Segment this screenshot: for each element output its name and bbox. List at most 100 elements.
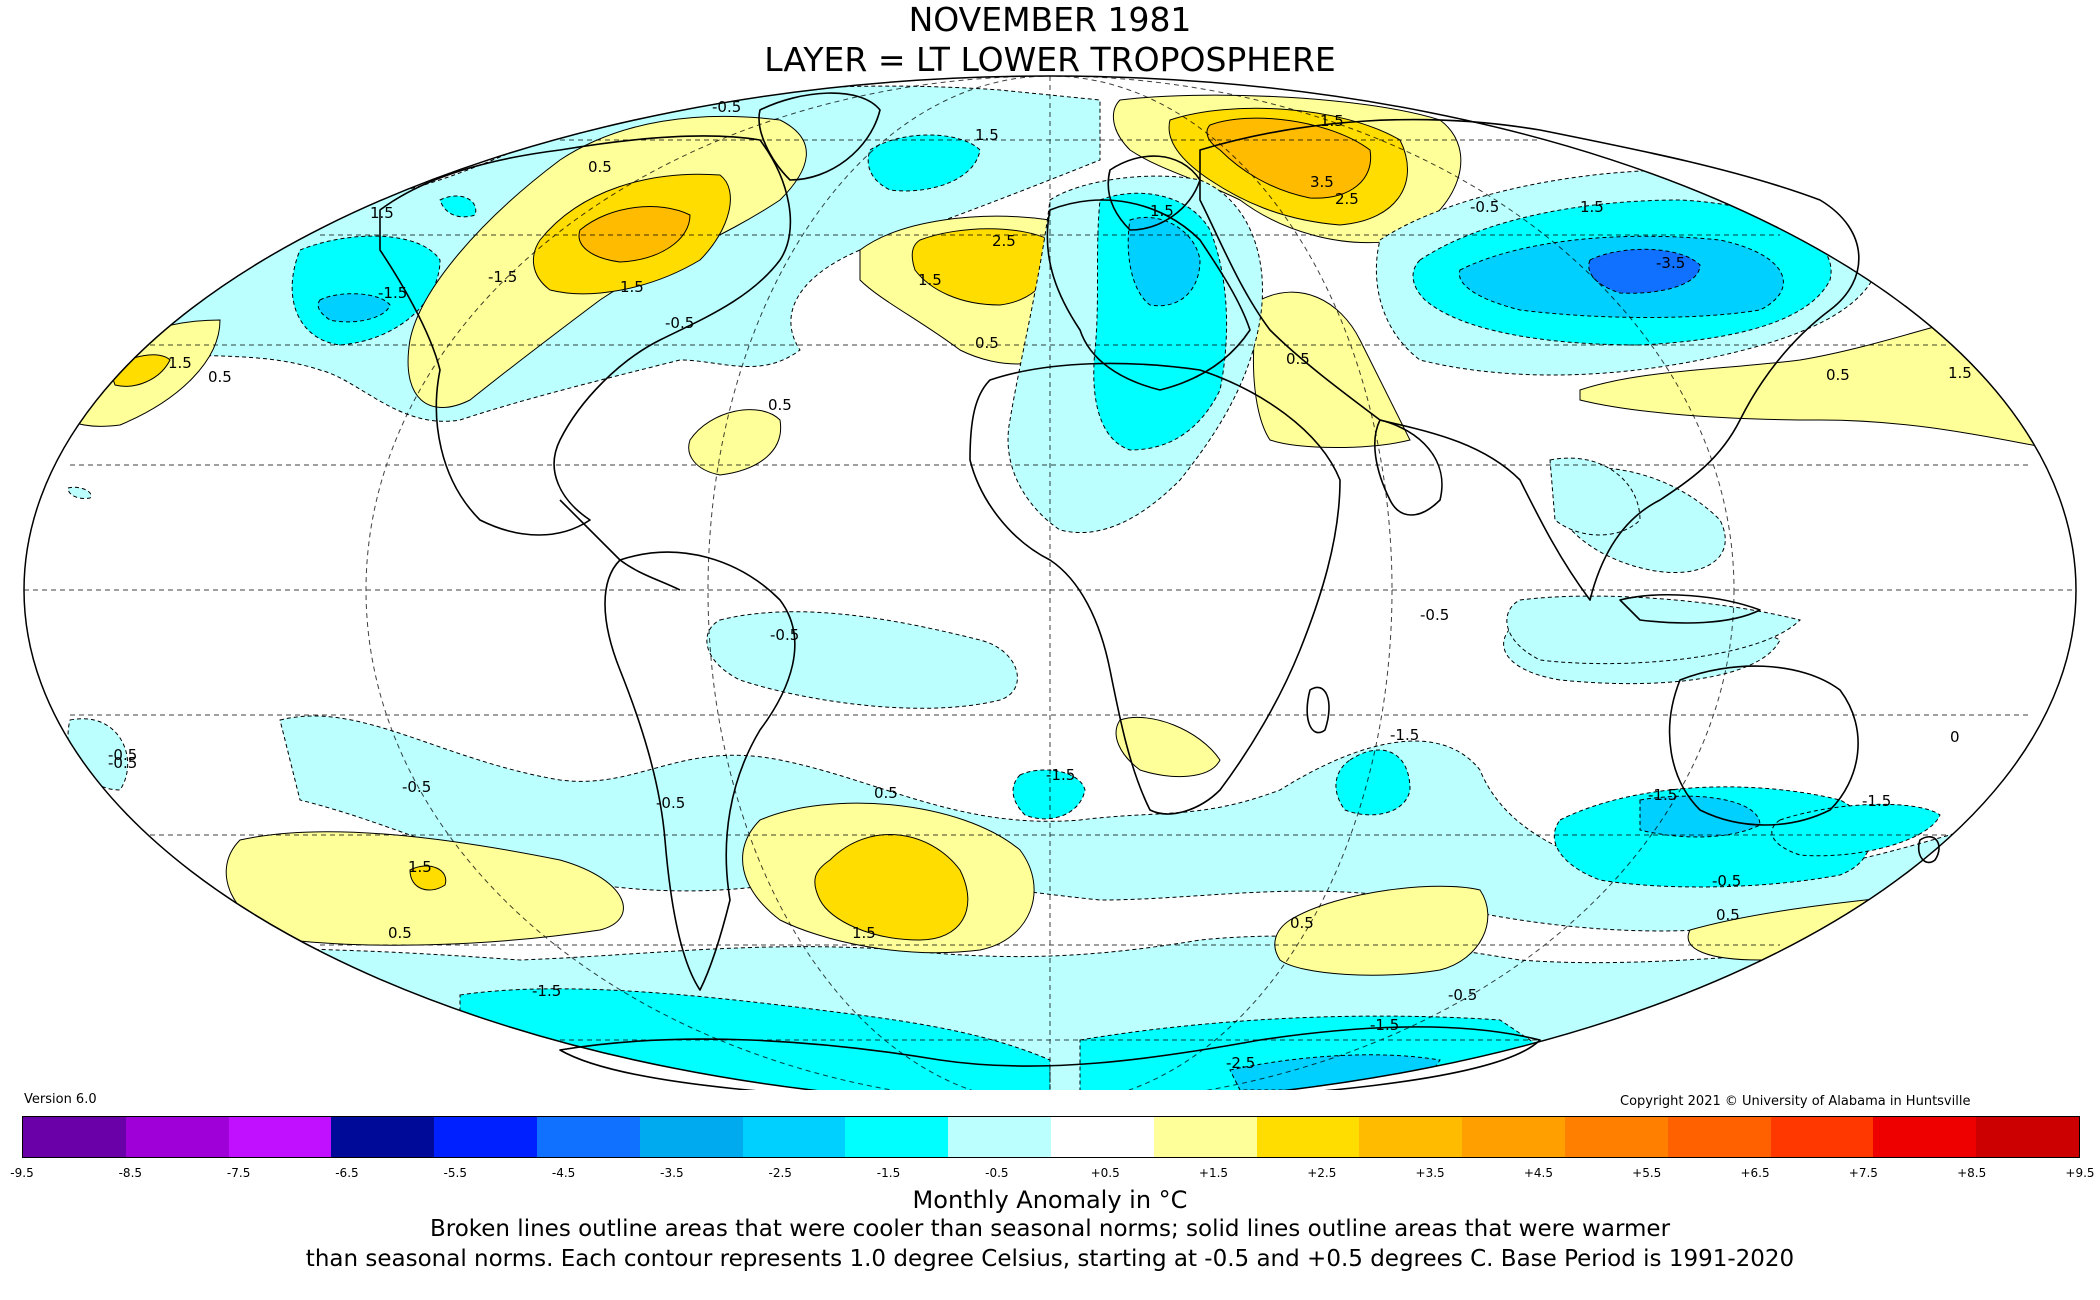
colorbar-tick-label: +0.5 <box>1090 1166 1120 1180</box>
outline-antarctica <box>559 1026 1541 1090</box>
contour-label: 0.5 <box>388 924 412 942</box>
colorbar-tick-label: +1.5 <box>1198 1166 1229 1180</box>
contour-label: -0.5 <box>108 754 137 772</box>
anomaly-region-warm <box>1274 885 1489 976</box>
anomaly-region-cool <box>867 134 981 192</box>
colorbar-tick-label: -5.5 <box>443 1166 467 1180</box>
colorbar-segment <box>845 1117 949 1157</box>
contour-label: -1.5 <box>378 284 407 302</box>
anomaly-region-cool <box>1127 216 1201 307</box>
colorbar-segment <box>1873 1117 1977 1157</box>
colorbar-segment <box>331 1117 435 1157</box>
outline-africa <box>969 362 1341 815</box>
contour-label: 2.5 <box>992 232 1016 250</box>
outline-europe <box>1046 199 1251 391</box>
contour-label: 0.5 <box>1290 914 1314 932</box>
colorbar-segment <box>1564 1117 1668 1157</box>
colorbar <box>22 1116 2080 1158</box>
contour-label: -0.5 <box>108 746 137 764</box>
colorbar-segment <box>1770 1117 1874 1157</box>
contour-label: 0.5 <box>208 368 232 386</box>
contour-label: 2.5 <box>1335 190 1359 208</box>
contour-label: -2.5 <box>1226 1054 1255 1072</box>
colorbar-tick-label: -3.5 <box>660 1166 684 1180</box>
colorbar-segment <box>536 1117 640 1157</box>
contour-label: 0 <box>1950 728 1960 746</box>
outline-madagascar <box>1306 686 1330 734</box>
colorbar-segment <box>639 1117 743 1157</box>
anomaly-region-warm <box>1115 716 1221 778</box>
anomaly-region-cool <box>67 486 92 499</box>
caption-line-1: Broken lines outline areas that were coo… <box>429 1216 1671 1242</box>
contour-label: -0.5 <box>770 626 799 644</box>
contour-label: 1.5 <box>168 354 192 372</box>
colorbar-tick-label: -6.5 <box>335 1166 359 1180</box>
colorbar-segment <box>1256 1117 1360 1157</box>
contour-label: 0.5 <box>975 334 999 352</box>
colorbar-tick-label: -7.5 <box>226 1166 251 1180</box>
outline-greenland <box>758 92 881 181</box>
contour-label: 3.5 <box>1310 173 1334 191</box>
colorbar-segment <box>1976 1117 2079 1157</box>
colorbar-tick-label: -9.5 <box>10 1166 34 1180</box>
colorbar-tick-label: -8.5 <box>118 1166 143 1180</box>
outline-asia <box>1199 118 1860 601</box>
colorbar-tick-label: -2.5 <box>768 1166 792 1180</box>
anomaly-region-warm <box>409 865 447 891</box>
outline-scandinavia <box>1107 155 1201 231</box>
contour-label: -0.5 <box>1712 872 1741 890</box>
map-title: NOVEMBER 1981 <box>908 0 1192 39</box>
contour-label: 0.5 <box>1716 906 1740 924</box>
contour-label: 1.5 <box>370 204 394 222</box>
contour-label: -3.5 <box>1656 254 1685 272</box>
contour-label: 1.5 <box>1948 364 1972 382</box>
continent-outlines <box>379 92 1940 1090</box>
contour-label: 1.5 <box>918 271 942 289</box>
anomaly-map: -0.5 0.5 1.5 -1.5 1.5 -0.5 1.5 2.5 0.5 1… <box>23 75 2077 1090</box>
anomaly-region-cool <box>1588 248 1701 294</box>
contour-label: -1.5 <box>1046 766 1075 784</box>
globe-border <box>23 75 2077 1090</box>
colorbar-tick-label: +4.5 <box>1523 1166 1553 1180</box>
outline-indonesia <box>1619 594 1761 624</box>
version-label: Version 6.0 <box>24 1092 97 1107</box>
outline-north-america <box>379 135 792 536</box>
contour-label: -0.5 <box>656 794 685 812</box>
anomaly-region-cool <box>1549 457 1641 536</box>
contour-label: 0.5 <box>588 158 612 176</box>
contour-label: -1.5 <box>1862 792 1891 810</box>
colorbar-tick-label: +3.5 <box>1415 1166 1445 1180</box>
contour-label: -1.5 <box>532 982 561 1000</box>
colorbar-ticks: -9.5 -8.5 -7.5 -6.5 -5.5 -4.5 -3.5 -2.5 -1.5 -0.5… <box>10 1166 2094 1186</box>
anomaly-region-cool <box>706 611 1018 709</box>
colorbar-segment <box>1462 1117 1565 1157</box>
map-subtitle: LAYER = LT LOWER TROPOSPHERE <box>764 40 1336 79</box>
colorbar-tick-label: -4.5 <box>551 1166 576 1180</box>
copyright-label: Copyright 2021 © University of Alabama i… <box>1620 1094 1971 1109</box>
colorbar-segment <box>125 1117 229 1157</box>
colorbar-segment <box>742 1117 846 1157</box>
colorbar-segment <box>1359 1117 1463 1157</box>
colorbar-tick-label: +2.5 <box>1307 1166 1337 1180</box>
contour-label: 0.5 <box>768 396 792 414</box>
colorbar-tick-label: +6.5 <box>1740 1166 1770 1180</box>
colorbar-tick-label: -0.5 <box>985 1166 1009 1180</box>
contour-label: -1.5 <box>1370 1016 1399 1034</box>
contour-label: 1.5 <box>1320 112 1344 130</box>
colorbar-segment <box>1050 1117 1154 1157</box>
colorbar-tick-label: +7.5 <box>1848 1166 1878 1180</box>
contour-label: 0.5 <box>1826 366 1850 384</box>
anomaly-region-cool <box>1506 595 1801 665</box>
outline-new-zealand <box>1917 836 1940 864</box>
colorbar-segment <box>1667 1117 1771 1157</box>
colorbar-segment <box>948 1117 1051 1157</box>
contour-label: -1.5 <box>488 268 517 286</box>
contour-label: -1.5 <box>1390 726 1419 744</box>
anomaly-region-warm <box>911 228 1054 306</box>
contour-label: -0.5 <box>1448 986 1477 1004</box>
anomaly-region-warm <box>688 409 782 476</box>
contour-label: 1.5 <box>1580 198 1604 216</box>
colorbar-segment <box>434 1117 537 1157</box>
colorbar-tick-label: +9.5 <box>2065 1166 2095 1180</box>
colorbar-segment <box>23 1117 126 1157</box>
